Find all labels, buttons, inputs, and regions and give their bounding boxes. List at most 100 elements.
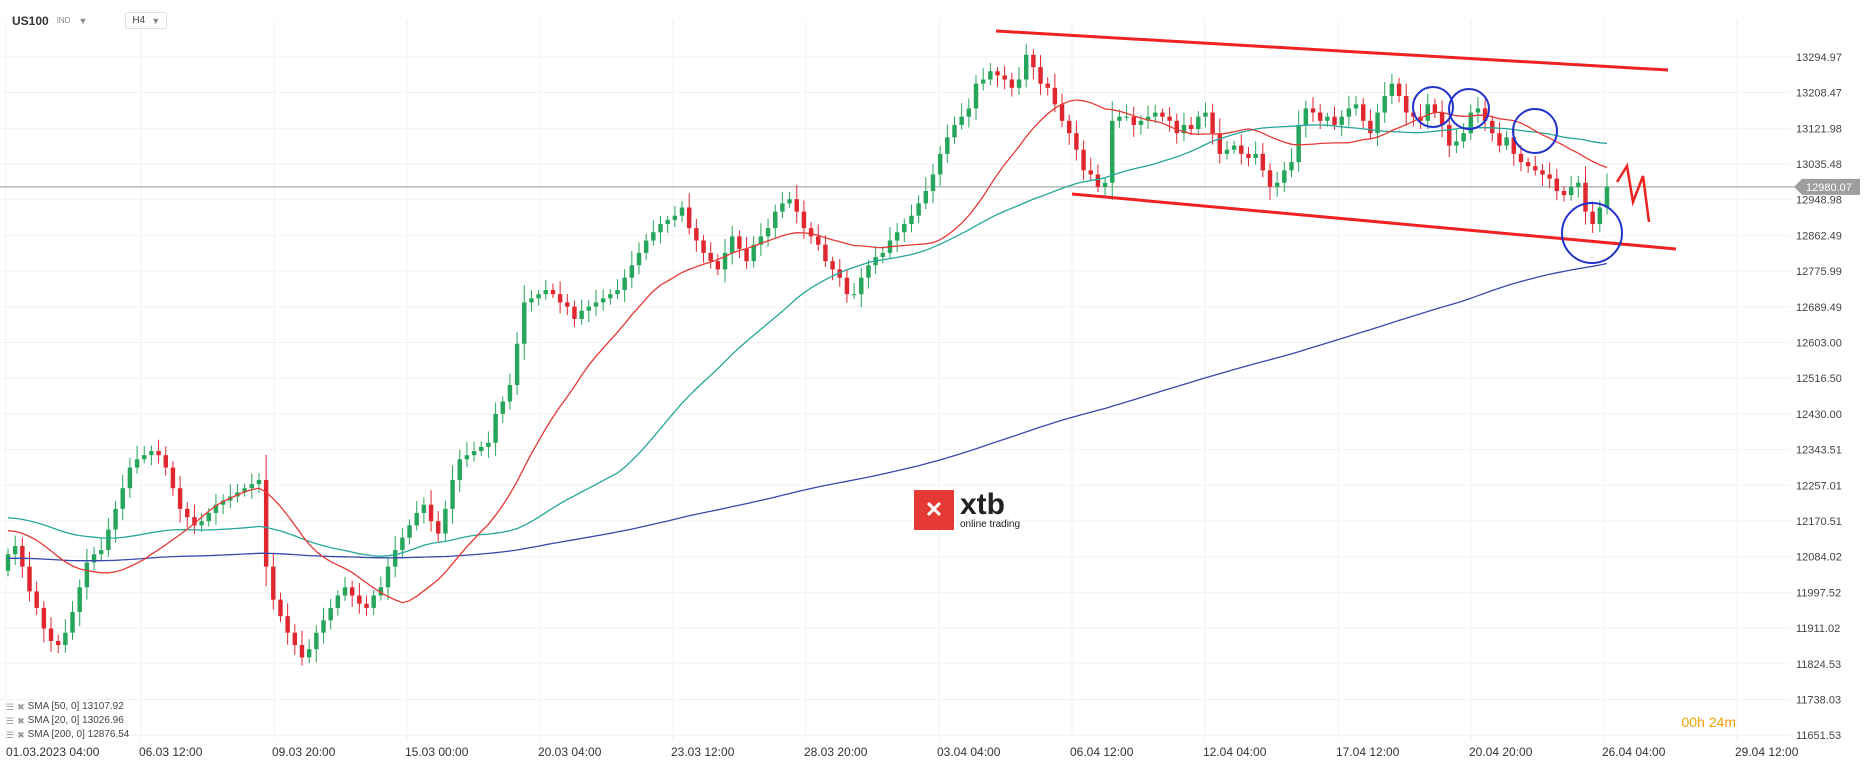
time-tick-label: 12.04 04:00 — [1203, 745, 1267, 759]
price-tick-label: 11911.02 — [1796, 623, 1840, 635]
candle-body — [945, 137, 950, 154]
candle-body — [937, 153, 943, 175]
candle-body — [1568, 186, 1574, 196]
candle-body — [342, 587, 348, 596]
channel-lower-line — [1071, 192, 1677, 251]
settings-icon[interactable]: ☰ — [6, 716, 15, 726]
candle-body — [729, 236, 735, 253]
candle-body — [708, 252, 713, 262]
candle-body — [966, 108, 972, 117]
candle-body — [1145, 116, 1151, 121]
price-tick-label: 12343.51 — [1796, 445, 1842, 457]
candle-body — [1260, 153, 1266, 171]
candle-body — [20, 545, 25, 567]
settings-icon[interactable]: ☰ — [6, 702, 15, 712]
candle-body — [801, 211, 807, 229]
candle-body — [643, 240, 649, 253]
candle-body — [615, 290, 620, 295]
candle-body — [1045, 83, 1050, 88]
candle-body — [1346, 108, 1352, 117]
candle-body — [1497, 133, 1502, 146]
time-tick-label: 17.04 12:00 — [1336, 745, 1400, 759]
candle-body — [1231, 145, 1237, 150]
candle-body — [1074, 133, 1079, 150]
candle-body — [816, 236, 821, 245]
close-icon[interactable]: ✖ — [17, 716, 25, 726]
price-tick-label: 13208.47 — [1796, 88, 1842, 100]
candle-body — [765, 228, 771, 237]
indicator-legend: ☰ ✖ SMA [50, 0] 13107.92 ☰ ✖ SMA [20, 0] 1… — [6, 700, 129, 742]
candle-body — [63, 632, 68, 646]
price-tick-label: 12257.01 — [1796, 480, 1842, 492]
legend-item[interactable]: ☰ ✖ SMA [20, 0] 13026.96 — [6, 714, 129, 728]
candle-body — [1167, 116, 1172, 121]
candle-body — [1518, 153, 1524, 163]
candle-body — [1353, 104, 1359, 109]
legend-item[interactable]: ☰ ✖ SMA [200, 0] 12876.54 — [6, 728, 129, 742]
candle-countdown: 00h 24m — [1681, 714, 1736, 730]
candle-body — [471, 451, 477, 456]
candle-body — [1303, 108, 1309, 125]
candle-body — [1095, 174, 1101, 187]
candle-body — [565, 302, 570, 307]
candle-body — [1468, 112, 1473, 134]
candle-body — [701, 240, 706, 253]
candle-body — [1282, 170, 1287, 183]
candle-body — [134, 459, 140, 468]
candle-body — [1081, 149, 1086, 171]
chevron-down-icon: ▼ — [151, 15, 161, 26]
candle-body — [622, 277, 627, 291]
time-tick-label: 26.04 04:00 — [1602, 745, 1666, 759]
candle-body — [744, 248, 749, 262]
time-tick-label: 23.03 12:00 — [671, 745, 735, 759]
timeframe-selector[interactable]: H4 ▼ — [125, 12, 168, 29]
candle-body — [1267, 170, 1273, 187]
marker-circle-2 — [1448, 88, 1490, 130]
candle-body — [988, 71, 993, 80]
legend-label: SMA [50, 0] 13107.92 — [27, 701, 124, 712]
time-tick-label: 28.03 20:00 — [804, 745, 868, 759]
candle-body — [98, 550, 104, 555]
symbol-dropdown-icon[interactable]: ▼ — [78, 15, 88, 26]
candle-body — [851, 294, 857, 296]
price-tick-label: 12430.00 — [1796, 409, 1842, 421]
candle-body — [1447, 124, 1452, 146]
candle-body — [127, 467, 133, 489]
candle-body — [91, 554, 97, 563]
candle-body — [321, 620, 326, 633]
sma-20-line — [7, 99, 1608, 604]
candle-body — [780, 203, 785, 212]
time-tick-label: 01.03.2023 04:00 — [6, 745, 100, 759]
candle-body — [844, 277, 850, 295]
projection-zigzag — [1615, 162, 1651, 223]
candle-body — [586, 306, 592, 311]
candle-body — [672, 215, 678, 220]
close-icon[interactable]: ✖ — [17, 730, 25, 740]
candle-body — [787, 199, 792, 204]
candle-body — [34, 591, 39, 608]
settings-icon[interactable]: ☰ — [6, 730, 15, 740]
candle-body — [665, 219, 670, 225]
candle-body — [980, 79, 986, 84]
candle-body — [1066, 120, 1072, 134]
candle-body — [185, 508, 190, 518]
symbol-name[interactable]: US100 — [12, 13, 49, 28]
candle-body — [486, 442, 491, 447]
candle-body — [120, 488, 125, 509]
sma-50-line — [7, 124, 1608, 557]
candle-body — [522, 302, 527, 344]
candle-body — [550, 290, 556, 295]
top-toolbar: US100 IND ▼ H4 ▼ — [12, 12, 168, 29]
close-icon[interactable]: ✖ — [17, 702, 25, 712]
channel-upper-line — [995, 29, 1669, 72]
legend-item[interactable]: ☰ ✖ SMA [50, 0] 13107.92 — [6, 700, 129, 714]
candle-body — [1533, 166, 1538, 171]
candle-body — [507, 385, 513, 402]
logo-tagline: online trading — [960, 519, 1021, 530]
candle-body — [149, 451, 154, 456]
time-tick-label: 03.04 04:00 — [937, 745, 1001, 759]
candle-body — [1368, 120, 1373, 134]
xtb-logo-mark: ✕ — [914, 490, 954, 530]
candle-body — [1274, 182, 1280, 187]
